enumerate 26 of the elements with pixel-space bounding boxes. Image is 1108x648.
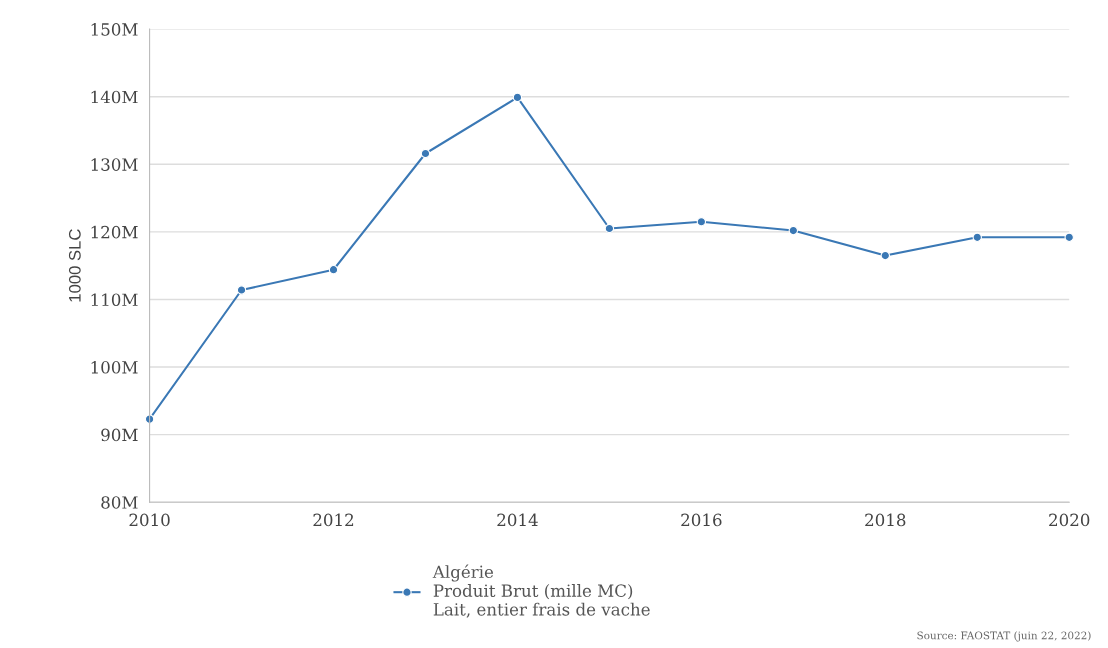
- x-tick-label: 2012: [313, 513, 354, 527]
- point: [972, 232, 982, 243]
- y-axis-title: 1000 SLC: [68, 229, 81, 302]
- point: [696, 217, 707, 227]
- x-tick-label: 2020: [1049, 513, 1090, 527]
- point: [604, 223, 615, 234]
- y-tick-label: 120M: [91, 225, 138, 239]
- y-tick-label: 90M: [101, 428, 138, 442]
- point: [788, 225, 799, 236]
- y-tick-label: 130M: [91, 158, 138, 171]
- point: [328, 265, 339, 275]
- y-tick-label: 110M: [91, 293, 138, 307]
- x-tick-label: 2014: [497, 513, 538, 527]
- x-tick-label: 2010: [129, 513, 170, 527]
- point: [420, 148, 431, 159]
- x-tick-label: 2018: [865, 513, 906, 527]
- y-tick-label: 140M: [91, 90, 138, 104]
- y-tick-label: 100M: [91, 361, 138, 374]
- legend-label: Algérie Produit Brut (mille MC) Lait, entier frais de vache: [432, 564, 650, 618]
- source-note: Source: FAOSTAT (juin 22, 2022): [917, 631, 1091, 642]
- point: [1064, 232, 1074, 243]
- point: [236, 285, 247, 295]
- y-tick-label: 150M: [91, 23, 138, 36]
- point: [512, 92, 523, 103]
- y-tick-label: 80M: [101, 496, 138, 509]
- x-tick-label: 2016: [681, 513, 722, 527]
